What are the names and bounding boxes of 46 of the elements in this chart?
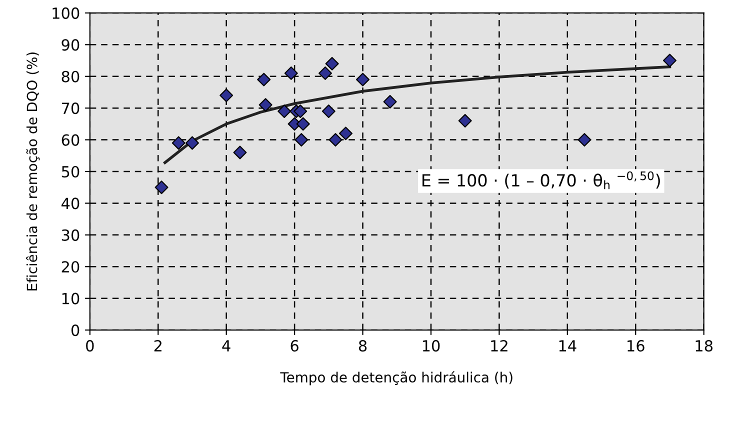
x-tick-label: 0 <box>86 340 94 352</box>
x-tick-label: 14 <box>559 340 576 352</box>
x-tick-label: 2 <box>154 340 162 352</box>
y-tick-label: 50 <box>62 166 80 178</box>
point <box>458 114 472 128</box>
point <box>662 54 676 68</box>
y-axis-title: Eficiência de remoção de DQO (%) <box>26 52 40 290</box>
point <box>257 72 271 86</box>
point <box>383 94 397 109</box>
point <box>294 104 308 118</box>
x-axis-title: Tempo de detenção hidráulica (h) <box>280 371 512 386</box>
point <box>296 117 310 131</box>
y-tick-label: 70 <box>62 102 80 114</box>
point <box>322 104 336 118</box>
point <box>172 136 186 150</box>
point <box>154 180 168 194</box>
y-tick-label: 10 <box>62 292 80 304</box>
point <box>278 104 292 118</box>
point <box>284 66 298 80</box>
x-tick-label: 18 <box>696 340 713 352</box>
point <box>233 146 247 160</box>
x-tick-label: 6 <box>290 340 298 352</box>
point <box>318 66 332 80</box>
y-tick-label: 40 <box>62 198 80 210</box>
y-tick-label: 60 <box>62 134 80 146</box>
y-tick-label: 100 <box>52 7 80 19</box>
x-tick-label: 4 <box>222 340 230 352</box>
annotation: E = 100 · (1 – 0,70 · θ$_{h}$ $^{−0,50}$) <box>422 171 660 190</box>
point <box>578 133 592 147</box>
point <box>258 98 272 112</box>
x-tick-label: 8 <box>358 340 367 352</box>
point <box>356 72 370 86</box>
y-tick-label: 90 <box>62 39 80 51</box>
point <box>220 88 234 102</box>
y-tick-label: 30 <box>62 229 80 241</box>
y-tick-label: 80 <box>62 70 80 82</box>
point <box>185 136 199 150</box>
y-tick-label: 20 <box>62 261 80 273</box>
point <box>338 126 352 140</box>
x-tick-label: 12 <box>491 340 508 352</box>
x-tick-label: 16 <box>628 340 644 352</box>
point <box>325 56 339 70</box>
y-tick-label: 0 <box>71 324 80 336</box>
x-tick-label: 10 <box>422 340 440 352</box>
point <box>294 133 308 147</box>
point <box>328 133 342 147</box>
